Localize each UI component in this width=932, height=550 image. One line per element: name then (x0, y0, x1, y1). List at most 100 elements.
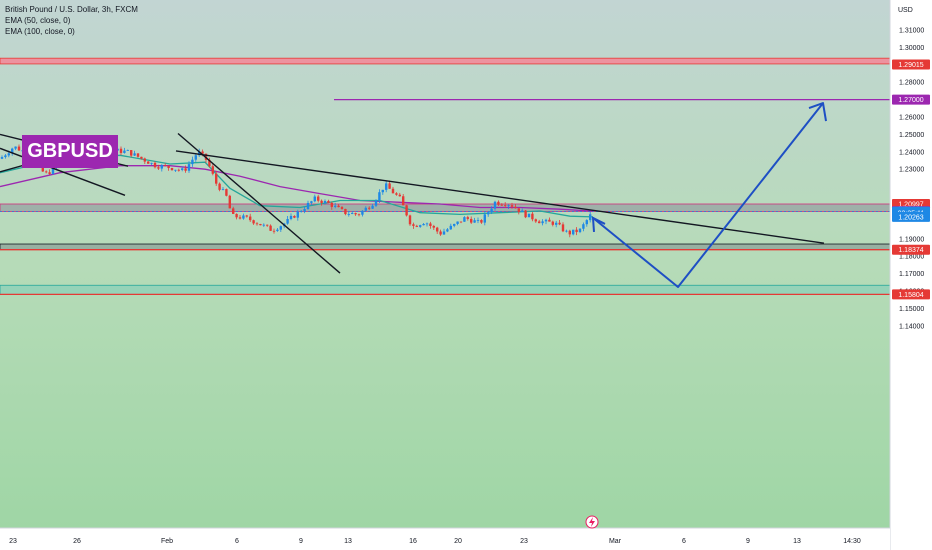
candle (11, 147, 14, 156)
candle (215, 171, 218, 186)
candle (300, 210, 303, 213)
candle (303, 206, 306, 214)
candle (531, 211, 534, 222)
ema50-legend[interactable]: EMA (50, close, 0) (5, 16, 71, 25)
candle (459, 221, 463, 224)
candle (259, 223, 262, 226)
candle (490, 206, 493, 214)
svg-text:1.27000: 1.27000 (898, 97, 923, 104)
zone-resistance (0, 57, 891, 65)
trendline-main-downtrend[interactable] (175, 150, 825, 244)
candle (17, 144, 21, 151)
candle (317, 194, 320, 203)
candle (293, 215, 296, 219)
plot-background (0, 0, 890, 528)
trendline-early-channel-bottom[interactable] (0, 147, 126, 196)
candle (245, 214, 248, 218)
projection-path[interactable] (592, 102, 824, 288)
candle (181, 166, 184, 172)
candle (439, 229, 442, 236)
candle (164, 163, 167, 167)
x-tick-label: Mar (609, 538, 622, 545)
candle (446, 227, 449, 233)
candle (323, 199, 327, 205)
symbol-legend[interactable]: British Pound / U.S. Dollar, 3h, FXCM (5, 5, 138, 14)
candle (296, 209, 299, 221)
y-tick-label: 1.30000 (899, 45, 924, 52)
candle (276, 227, 279, 232)
x-tick-label: 13 (793, 538, 801, 545)
candle (364, 206, 367, 212)
candle (286, 216, 289, 225)
currency-label: USD (898, 7, 913, 14)
trendline-steep-downtrend[interactable] (177, 132, 341, 274)
candle (514, 204, 517, 209)
candle (252, 219, 255, 225)
candle (218, 182, 221, 192)
candle (395, 192, 398, 196)
candle (249, 213, 252, 222)
candle (453, 223, 456, 228)
candle (334, 202, 337, 209)
candle (538, 219, 541, 224)
ema100-legend[interactable]: EMA (100, close, 0) (5, 27, 75, 36)
candle (480, 219, 483, 224)
ema100-line (0, 165, 594, 212)
time-axis[interactable] (0, 528, 890, 550)
lightning-icon[interactable] (585, 515, 599, 529)
y-tick-label: 1.24000 (899, 149, 924, 156)
zone-resistance-mid (0, 203, 891, 212)
y-tick-label: 1.19000 (899, 236, 924, 243)
candle (153, 161, 157, 169)
candle (432, 224, 435, 230)
candle (235, 213, 238, 220)
x-tick-label: 9 (746, 538, 750, 545)
x-tick-label: Feb (161, 538, 173, 545)
price-label-target: 1.27000 (892, 94, 930, 105)
y-tick-label: 1.26000 (899, 115, 924, 122)
candle (374, 199, 378, 208)
candle (527, 213, 531, 218)
candle (565, 229, 568, 233)
x-tick-label: 16 (409, 538, 417, 545)
price-label-support: 1.18374 (892, 244, 930, 255)
candle (412, 222, 415, 229)
candle (419, 224, 422, 228)
candle (174, 169, 177, 173)
candle (221, 187, 225, 191)
x-tick-label: 14:30 (843, 538, 861, 545)
candle (578, 228, 582, 234)
candle (242, 213, 245, 220)
candle (436, 226, 439, 234)
x-tick-label: 20 (454, 538, 462, 545)
candle (391, 186, 395, 194)
candle (402, 194, 405, 206)
candle (558, 219, 561, 226)
candle (126, 149, 129, 151)
candle (405, 204, 408, 217)
candle (228, 194, 231, 209)
svg-text:1.29015: 1.29015 (898, 62, 923, 69)
candle (45, 170, 48, 174)
candle (272, 228, 276, 234)
price-axis[interactable] (890, 0, 932, 550)
candle (589, 211, 592, 223)
y-tick-label: 1.17000 (899, 271, 924, 278)
y-tick-label: 1.28000 (899, 80, 924, 87)
projection-start-arrow (591, 216, 606, 232)
x-tick-label: 23 (520, 538, 528, 545)
candle (497, 200, 500, 206)
x-tick-label: 6 (235, 538, 239, 545)
candle (483, 212, 486, 226)
candle (337, 204, 340, 208)
candle (510, 202, 514, 209)
candle (133, 150, 136, 157)
candle (398, 192, 401, 197)
y-tick-label: 1.15000 (899, 306, 924, 313)
candle (555, 220, 558, 228)
candle (187, 161, 191, 173)
candle (381, 189, 384, 195)
candle (238, 215, 242, 220)
x-tick-label: 23 (9, 538, 17, 545)
